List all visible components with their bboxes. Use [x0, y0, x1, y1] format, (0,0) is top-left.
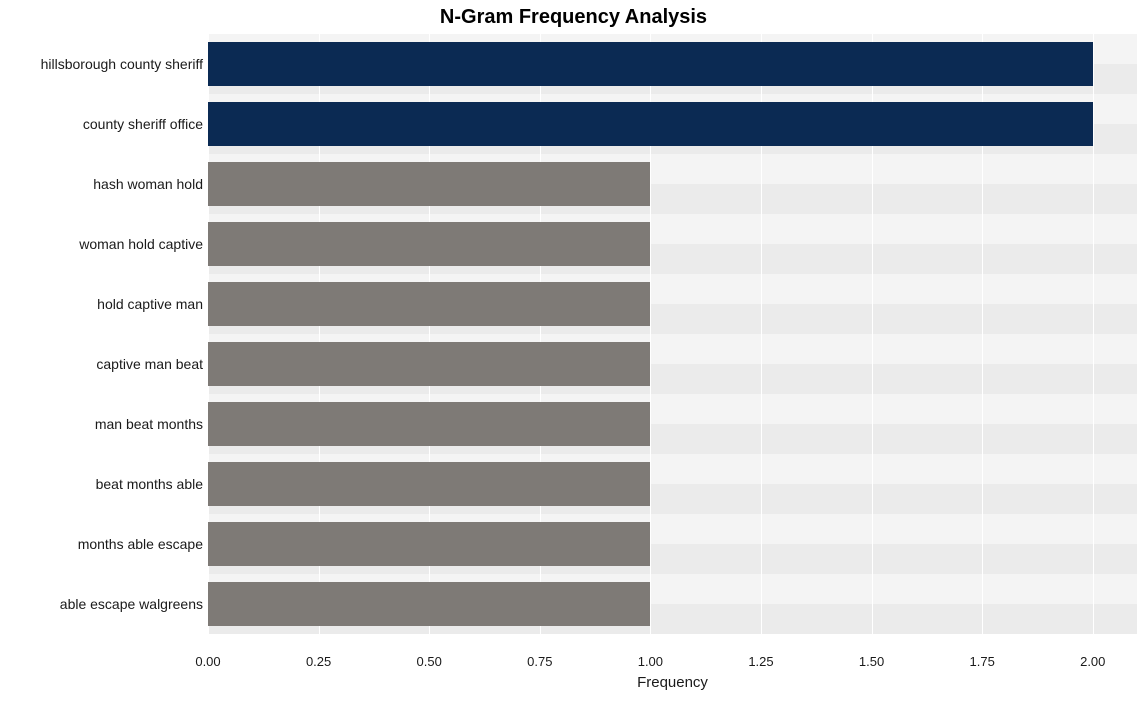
x-axis-tick-label: 0.00	[195, 654, 220, 669]
bar	[208, 162, 650, 206]
bar	[208, 42, 1093, 86]
y-axis-label: man beat months	[3, 417, 203, 431]
x-axis-tick-label: 2.00	[1080, 654, 1105, 669]
x-axis-tick-label: 1.00	[638, 654, 663, 669]
x-axis-title: Frequency	[637, 674, 708, 691]
y-axis-label: county sheriff office	[3, 117, 203, 131]
bar	[208, 342, 650, 386]
plot-area	[208, 34, 1137, 634]
ngram-frequency-chart: N-Gram Frequency Analysis Frequency hill…	[0, 0, 1147, 701]
bar	[208, 102, 1093, 146]
x-axis-tick-label: 1.50	[859, 654, 884, 669]
bar	[208, 582, 650, 626]
x-axis-tick-label: 1.25	[748, 654, 773, 669]
y-axis-label: hold captive man	[3, 297, 203, 311]
bar	[208, 222, 650, 266]
bar	[208, 402, 650, 446]
x-axis-tick-label: 0.75	[527, 654, 552, 669]
bar	[208, 522, 650, 566]
x-axis-tick-label: 0.50	[417, 654, 442, 669]
x-axis-tick-label: 0.25	[306, 654, 331, 669]
gridline	[1093, 34, 1094, 634]
bar	[208, 282, 650, 326]
bar	[208, 462, 650, 506]
y-axis-label: hillsborough county sheriff	[3, 57, 203, 71]
chart-title: N-Gram Frequency Analysis	[0, 6, 1147, 29]
y-axis-label: woman hold captive	[3, 237, 203, 251]
y-axis-label: captive man beat	[3, 357, 203, 371]
x-axis-tick-label: 1.75	[970, 654, 995, 669]
y-axis-label: hash woman hold	[3, 177, 203, 191]
y-axis-label: able escape walgreens	[3, 597, 203, 611]
y-axis-label: months able escape	[3, 537, 203, 551]
y-axis-label: beat months able	[3, 477, 203, 491]
